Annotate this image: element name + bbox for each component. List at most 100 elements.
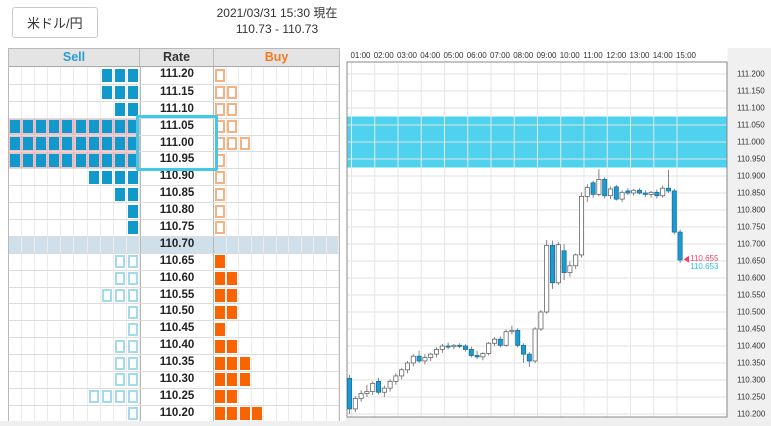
sell-cell[interactable] [9,118,23,135]
sell-cell[interactable] [22,388,36,405]
sell-cell[interactable] [88,220,101,236]
sell-cell[interactable] [127,253,140,270]
sell-cell[interactable] [74,372,88,388]
buy-cell[interactable] [214,152,227,169]
rate-cell[interactable]: 111.05 [140,118,214,135]
sell-cell[interactable] [9,338,23,355]
sell-cell[interactable] [9,355,23,372]
buy-cell[interactable] [277,253,289,270]
buy-cell[interactable] [277,203,289,220]
sell-cell[interactable] [9,321,23,338]
buy-cell[interactable] [227,236,239,253]
buy-cell[interactable] [302,355,314,372]
sell-cell[interactable] [114,203,127,220]
sell-cell[interactable] [88,388,101,405]
sell-cell[interactable] [114,84,127,101]
buy-cell[interactable] [264,338,277,355]
sell-cell[interactable] [22,169,36,186]
buy-cell[interactable] [327,118,339,135]
buy-cell[interactable] [252,169,264,186]
buy-cell[interactable] [314,405,327,422]
sell-cell[interactable] [22,287,36,304]
buy-cell[interactable] [239,135,252,152]
sell-cell[interactable] [35,372,49,388]
buy-cell[interactable] [264,304,277,321]
sell-cell[interactable] [22,321,36,338]
buy-cell[interactable] [214,304,227,321]
buy-cell[interactable] [239,388,252,405]
buy-cell[interactable] [277,84,289,101]
rate-cell[interactable]: 110.25 [140,388,214,405]
sell-cell[interactable] [74,135,88,152]
sell-cell[interactable] [101,355,114,372]
buy-cell[interactable] [277,135,289,152]
sell-cell[interactable] [127,169,140,186]
buy-cell[interactable] [264,270,277,287]
sell-cell[interactable] [35,253,49,270]
rate-cell[interactable]: 110.20 [140,405,214,422]
buy-cell[interactable] [289,388,302,405]
buy-cell[interactable] [289,101,302,118]
sell-cell[interactable] [87,152,101,169]
sell-cell[interactable] [127,321,140,338]
sell-cell[interactable] [48,388,62,405]
rate-cell[interactable]: 111.20 [140,67,214,84]
sell-cell[interactable] [101,84,114,101]
sell-cell[interactable] [35,338,49,355]
buy-cell[interactable] [302,253,314,270]
sell-cell[interactable] [48,186,62,203]
sell-cell[interactable] [61,253,75,270]
buy-cell[interactable] [327,253,339,270]
buy-cell[interactable] [327,67,339,84]
buy-cell[interactable] [252,405,264,422]
sell-cell[interactable] [127,236,140,253]
sell-cell[interactable] [74,236,88,253]
buy-cell[interactable] [277,355,289,372]
sell-cell[interactable] [35,321,49,338]
sell-cell[interactable] [101,338,114,355]
buy-cell[interactable] [214,355,227,372]
buy-cell[interactable] [277,101,289,118]
buy-cell[interactable] [227,169,239,186]
buy-cell[interactable] [227,304,239,321]
buy-cell[interactable] [264,203,277,220]
sell-cell[interactable] [9,203,23,220]
sell-cell[interactable] [74,186,88,203]
buy-cell[interactable] [239,101,252,118]
buy-cell[interactable] [264,101,277,118]
buy-cell[interactable] [302,101,314,118]
sell-cell[interactable] [9,405,23,422]
buy-cell[interactable] [252,118,264,135]
sell-cell[interactable] [88,203,101,220]
rate-cell[interactable]: 110.55 [140,287,214,304]
buy-cell[interactable] [277,152,289,169]
buy-cell[interactable] [239,405,252,422]
sell-cell[interactable] [127,355,140,372]
buy-cell[interactable] [252,84,264,101]
sell-cell[interactable] [22,118,36,135]
rate-cell[interactable]: 110.50 [140,304,214,321]
sell-cell[interactable] [9,220,23,236]
buy-cell[interactable] [264,355,277,372]
buy-cell[interactable] [314,67,327,84]
buy-cell[interactable] [252,135,264,152]
buy-cell[interactable] [289,321,302,338]
buy-cell[interactable] [264,321,277,338]
buy-cell[interactable] [264,135,277,152]
sell-cell[interactable] [88,372,101,388]
sell-cell[interactable] [88,67,101,84]
buy-cell[interactable] [227,253,239,270]
buy-cell[interactable] [264,388,277,405]
buy-cell[interactable] [214,253,227,270]
sell-cell[interactable] [61,186,75,203]
sell-cell[interactable] [48,220,62,236]
sell-cell[interactable] [22,338,36,355]
sell-cell[interactable] [101,270,114,287]
buy-cell[interactable] [289,220,302,236]
sell-cell[interactable] [113,152,127,169]
currency-pair-button[interactable]: 米ドル/円 [12,7,98,38]
sell-cell[interactable] [61,101,75,118]
sell-cell[interactable] [48,152,62,169]
sell-cell[interactable] [74,152,88,169]
sell-cell[interactable] [35,186,49,203]
